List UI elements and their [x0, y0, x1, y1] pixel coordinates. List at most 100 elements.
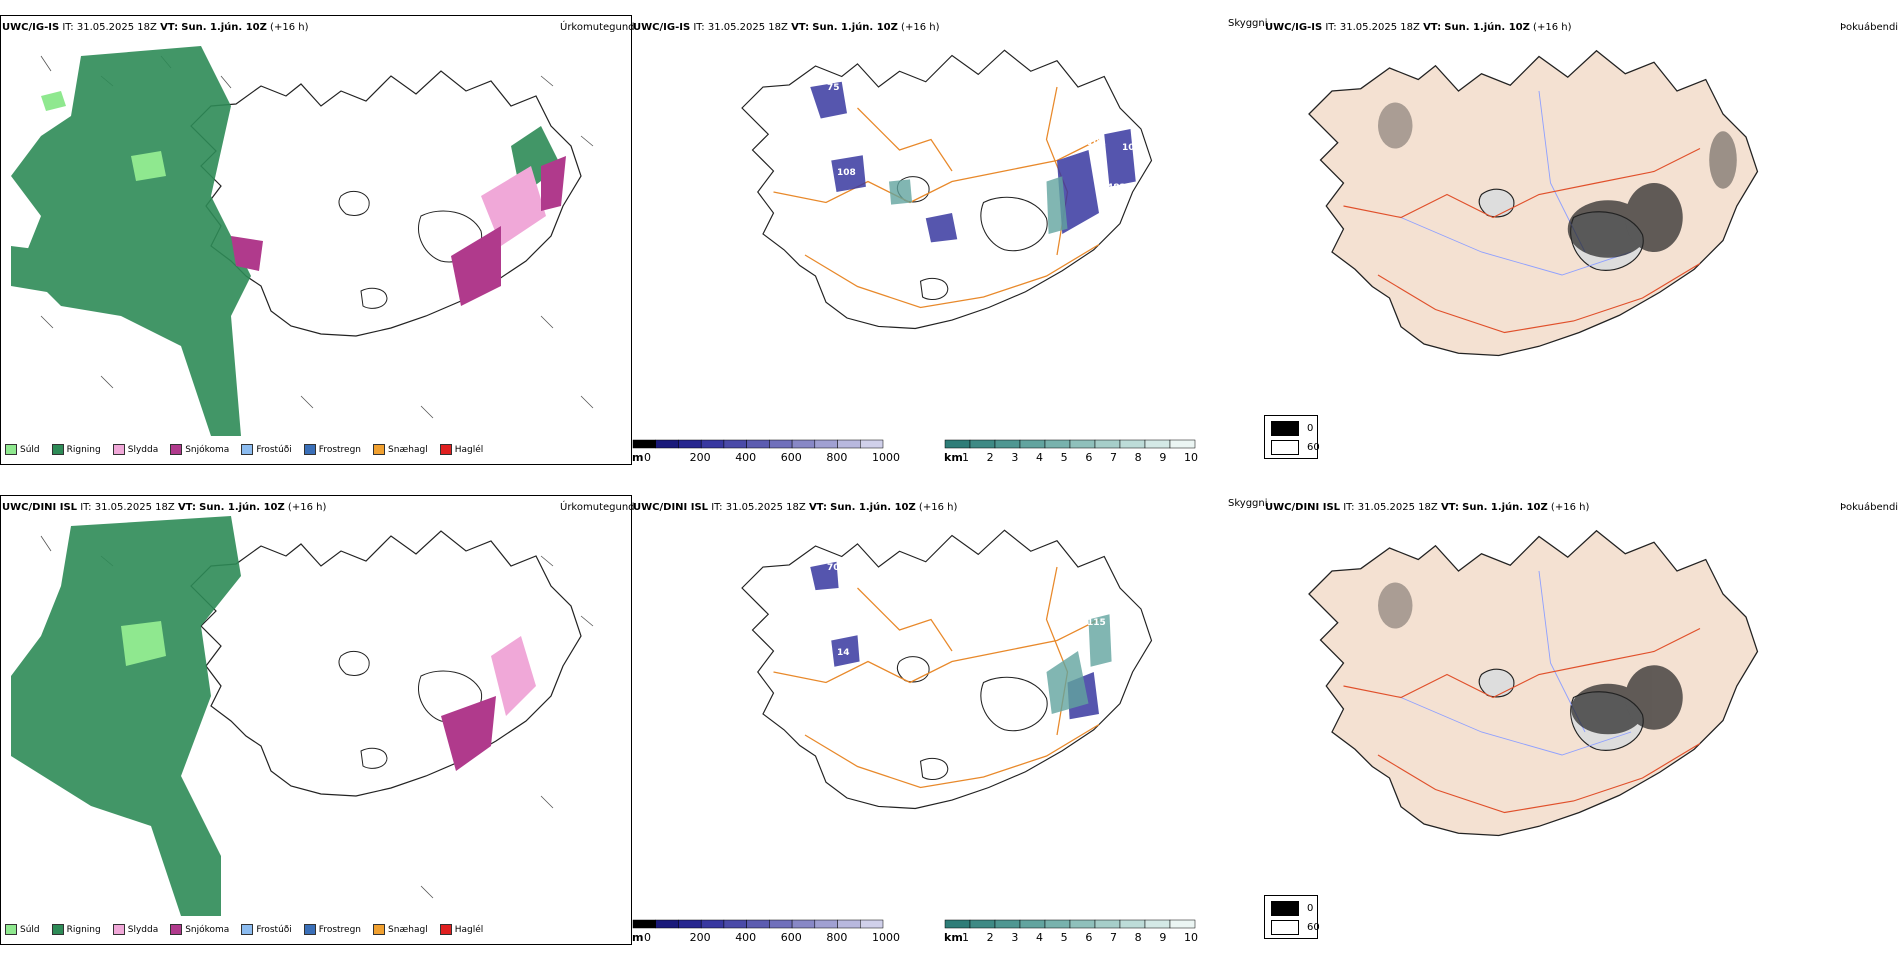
colorbar-segment: [994, 439, 1021, 449]
legend-label: Slydda: [127, 924, 159, 935]
precip-legend-item: Frostregn: [303, 924, 361, 935]
sleet-areas: [481, 166, 546, 246]
header-top-2: UWC/IG-IS IT: 31.05.2025 18Z VT: Sun. 1.…: [633, 22, 940, 33]
colorbar-tick: 7: [1110, 451, 1117, 464]
legend-label: Rigning: [66, 924, 101, 935]
title-precip-top: Úrkomutegund: [560, 22, 635, 33]
precip-legend-item: Rigning: [51, 924, 101, 935]
fog-legend-swatch: [1271, 920, 1299, 935]
legend-swatch: [303, 924, 316, 935]
colorbar-unit: km: [944, 451, 963, 464]
legend-swatch: [51, 444, 64, 455]
colorbar-segment: [994, 919, 1021, 929]
colorbar-tick: 9: [1159, 931, 1167, 944]
colorbar-tick: 1: [962, 931, 969, 944]
legend-label: Slydda: [127, 444, 159, 455]
colorbar-tick: 5: [1060, 451, 1068, 464]
colorbar-segment: [1094, 919, 1121, 929]
colorbar-segment: [1119, 439, 1146, 449]
precip-legend-item: Haglél: [439, 444, 483, 455]
colorbar-segment: [944, 919, 971, 929]
colorbar-tick: 8: [1134, 931, 1142, 944]
precip-legend-item: Frostúði: [241, 924, 292, 935]
legend-swatch: [373, 444, 386, 455]
colorbar-tick: 9: [1159, 451, 1167, 464]
visibility-m-colorbar-top: [632, 439, 884, 449]
colorbar-unit: km: [944, 931, 963, 944]
precip-legend-item: Rigning: [51, 444, 101, 455]
fog-map-bottom: [1308, 530, 1759, 837]
colorbar-unit: m: [632, 931, 644, 944]
colorbar-tick: 4: [1036, 451, 1043, 464]
legend-label: Frostregn: [318, 444, 362, 455]
colorbar-segment: [700, 439, 725, 449]
precip-legend-item: Frostregn: [303, 444, 362, 455]
colorbar-segment: [969, 919, 996, 929]
colorbar-segment: [1119, 919, 1146, 929]
legend-swatch: [112, 924, 125, 935]
title-visibility-top: Skyggni: [1228, 18, 1268, 29]
colorbar-tick: 3: [1011, 931, 1019, 944]
drizzle-areas: [121, 621, 166, 666]
colorbar-segment: [791, 439, 816, 449]
precip-panel-top: Súld Rigning Slydda Snjókoma Frostúði Frostre…: [0, 15, 632, 465]
colorbar-segment: [1019, 439, 1046, 449]
colorbar-tick: 2: [986, 451, 994, 464]
low-visibility-areas: [810, 81, 1136, 243]
colorbar-tick: 8: [1134, 451, 1142, 464]
precip-legend-item: Snæhagl: [373, 444, 428, 455]
legend-label: Súld: [20, 444, 40, 455]
precip-legend-item: Snjókoma: [170, 444, 229, 455]
fog-legend-bottom: 0 60: [1264, 895, 1320, 939]
moderate-visibility-areas: [1046, 614, 1112, 714]
sleet-areas: [491, 636, 536, 716]
colorbar-tick: 6: [1085, 931, 1093, 944]
colorbar-segment: [1144, 439, 1171, 449]
colorbar-segment: [944, 439, 971, 449]
precip-map-top: [11, 46, 594, 436]
colorbar-segment: [1069, 919, 1096, 929]
snow-areas: [441, 696, 496, 771]
fog-legend-item: 0: [1271, 421, 1313, 436]
legend-swatch: [439, 444, 452, 455]
drizzle-areas: [41, 91, 166, 181]
precip-panel-bottom: Súld Rigning Slydda Snjókoma Frostúði Frostre…: [0, 495, 632, 945]
title-fog-top: Þokuábendi: [1840, 22, 1899, 33]
precip-legend-item: Snæhagl: [373, 924, 428, 935]
fog-legend-swatch: [1271, 901, 1299, 916]
colorbar-segment: [1019, 919, 1046, 929]
visibility-value-label: 167: [802, 653, 821, 663]
visibility-value-label: 97: [802, 173, 815, 183]
precip-legend-item: Snjókoma: [170, 924, 229, 935]
colorbar-segment: [969, 439, 996, 449]
legend-swatch: [241, 924, 254, 935]
legend-label: Súld: [20, 924, 40, 935]
colorbar-segment: [655, 919, 679, 929]
visibility-value-label: 120: [1097, 248, 1116, 258]
colorbar-tick: 800: [826, 451, 848, 464]
title-fog-bottom: Þokuábendi: [1840, 502, 1899, 513]
colorbar-segment: [678, 919, 702, 929]
header-top-1: UWC/IG-IS IT: 31.05.2025 18Z VT: Sun. 1.…: [2, 22, 309, 33]
colorbar-segment: [723, 919, 747, 929]
legend-swatch: [241, 444, 254, 455]
fog-road-network: [1343, 627, 1701, 814]
fog-map-top: [1308, 50, 1759, 357]
colorbar-segment: [814, 439, 838, 449]
colorbar-segment: [769, 439, 793, 449]
colorbar-tick: 1: [962, 451, 969, 464]
visibility-value-label: 70: [827, 563, 840, 573]
visibility-panel-bottom: 70 167 14 115 m 0 200 400 600 800 1000 km 1 2 3 4 5 6 7 8…: [632, 495, 1262, 965]
fog-panel-bottom: 0 60: [1264, 495, 1894, 965]
visibility-value-label: 108: [837, 168, 856, 178]
visibility-value-label: 1071: [1122, 143, 1147, 153]
precip-legend-item: Frostúði: [241, 444, 292, 455]
colorbar-tick: 1000: [872, 451, 900, 464]
visibility-value-label: 89: [1077, 243, 1090, 253]
snow-areas: [231, 156, 566, 306]
fog-areas: [1378, 102, 1737, 258]
visibility-value-label: 146: [1087, 258, 1106, 268]
colorbar-segment: [837, 919, 861, 929]
legend-label: Frostúði: [256, 444, 292, 455]
precip-legend-item: Haglél: [439, 924, 483, 935]
